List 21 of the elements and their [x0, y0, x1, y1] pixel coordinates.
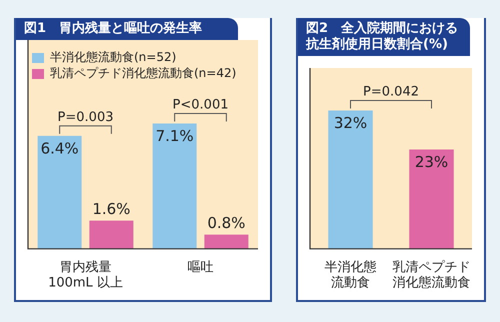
legend-label: 半消化態流動食(n=52) [50, 50, 176, 64]
data-label: 1.6% [92, 200, 130, 218]
chart-title: 図1 胃内残量と嘔吐の発生率 [16, 18, 238, 40]
x-tick-label: 半消化態流動食 [324, 260, 376, 291]
chart-title: 図2 全入院期間における抗生剤使用日数割合(%) [298, 18, 470, 56]
x-tick-label: 嘔吐 [188, 260, 214, 275]
x-tick-label: 胃内残量 100mL 以上 [48, 260, 123, 291]
x-tick-label: 乳清ペプチド消化態流動食 [392, 260, 470, 291]
data-label: 32% [334, 114, 368, 132]
bar [38, 136, 82, 249]
legend-label: 乳清ペプチド消化態流動食(n=42) [50, 66, 236, 80]
data-label: 7.1% [156, 126, 194, 145]
annotation: P=0.003 [58, 110, 114, 125]
text: P<0.001 [172, 97, 228, 112]
data-label: 23% [414, 152, 448, 171]
bar [204, 234, 248, 249]
data-label: 0.8% [207, 214, 246, 232]
text: P=0.042 [363, 84, 419, 100]
data-label: 6.4% [40, 139, 79, 158]
bar [89, 220, 134, 249]
bar [152, 124, 197, 249]
